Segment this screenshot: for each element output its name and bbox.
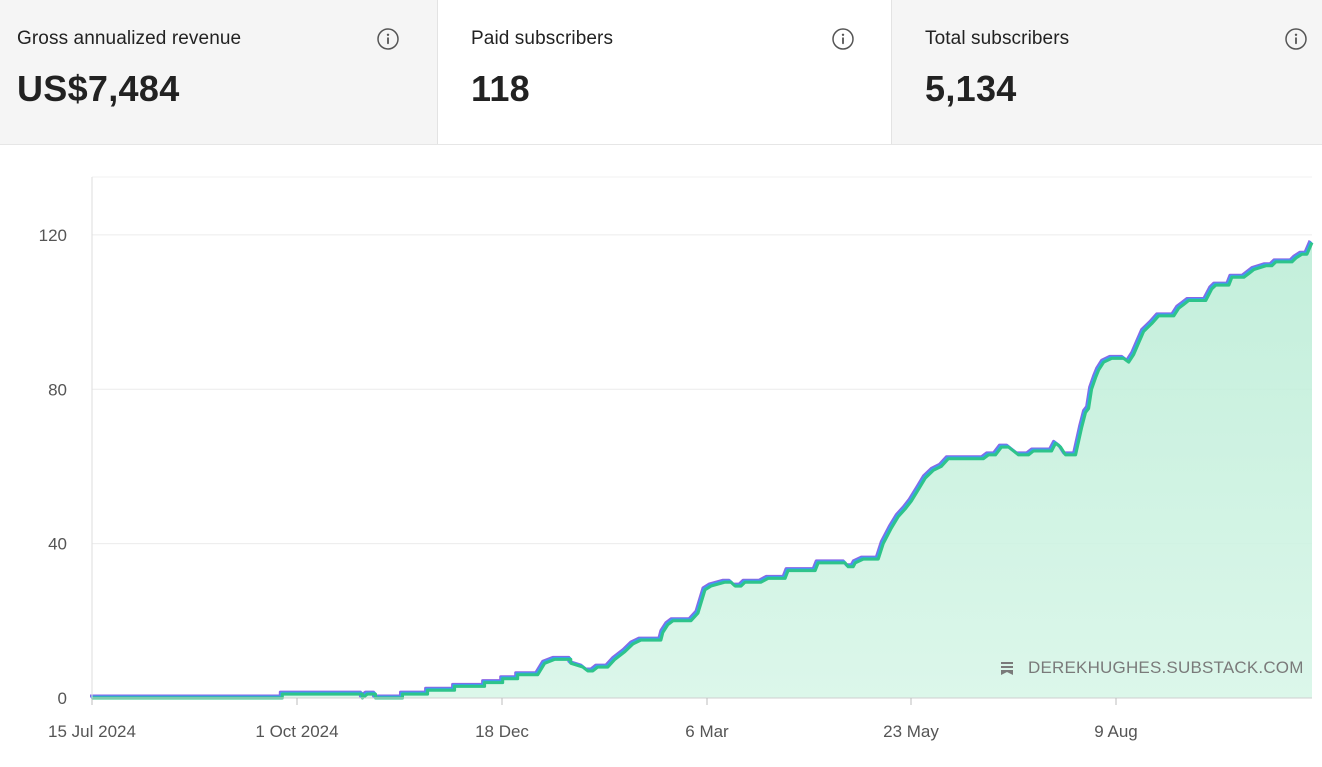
series-area	[92, 242, 1312, 698]
stat-label: Total subscribers	[925, 28, 1070, 49]
x-tick-label: 6 Mar	[685, 722, 729, 741]
x-tick-label: 9 Aug	[1094, 722, 1138, 741]
x-tick-label: 23 May	[883, 722, 939, 741]
x-tick-label: 18 Dec	[475, 722, 529, 741]
stat-label: Paid subscribers	[471, 28, 614, 49]
subscriber-chart: 0 40 80 120 15 Jul 2024 1 Oct 2024 18 Dec 6 Mar…	[39, 176, 1314, 741]
chart-area: 0 40 80 120 15 Jul 2024 1 Oct 2024 18 Dec 6 Mar…	[0, 145, 1322, 762]
stat-card-total-subscribers[interactable]: Total subscribers 5,134	[892, 0, 1322, 144]
bookmark-icon	[1001, 662, 1013, 675]
info-icon[interactable]	[1285, 28, 1307, 50]
stats-bar: Gross annualized revenue US$7,484 Paid s…	[0, 0, 1322, 145]
info-icon[interactable]	[377, 28, 399, 50]
y-tick-label: 0	[58, 689, 67, 708]
stat-card-paid-subscribers[interactable]: Paid subscribers 118	[438, 0, 892, 144]
stat-value: 118	[471, 68, 530, 109]
watermark-text: DEREKHUGHES.SUBSTACK.COM	[1028, 658, 1304, 677]
stat-card-gross-revenue[interactable]: Gross annualized revenue US$7,484	[0, 0, 438, 144]
y-tick-label: 80	[48, 380, 67, 399]
stat-label: Gross annualized revenue	[17, 28, 242, 49]
watermark: DEREKHUGHES.SUBSTACK.COM	[1000, 658, 1304, 678]
y-tick-label: 120	[39, 226, 67, 245]
info-icon[interactable]	[832, 28, 854, 50]
x-tick-label: 1 Oct 2024	[255, 722, 338, 741]
stat-value: US$7,484	[17, 68, 180, 109]
y-tick-label: 40	[48, 535, 67, 554]
stat-value: 5,134	[925, 68, 1017, 109]
x-tick-label: 15 Jul 2024	[48, 722, 136, 741]
series-line-green	[92, 242, 1314, 700]
